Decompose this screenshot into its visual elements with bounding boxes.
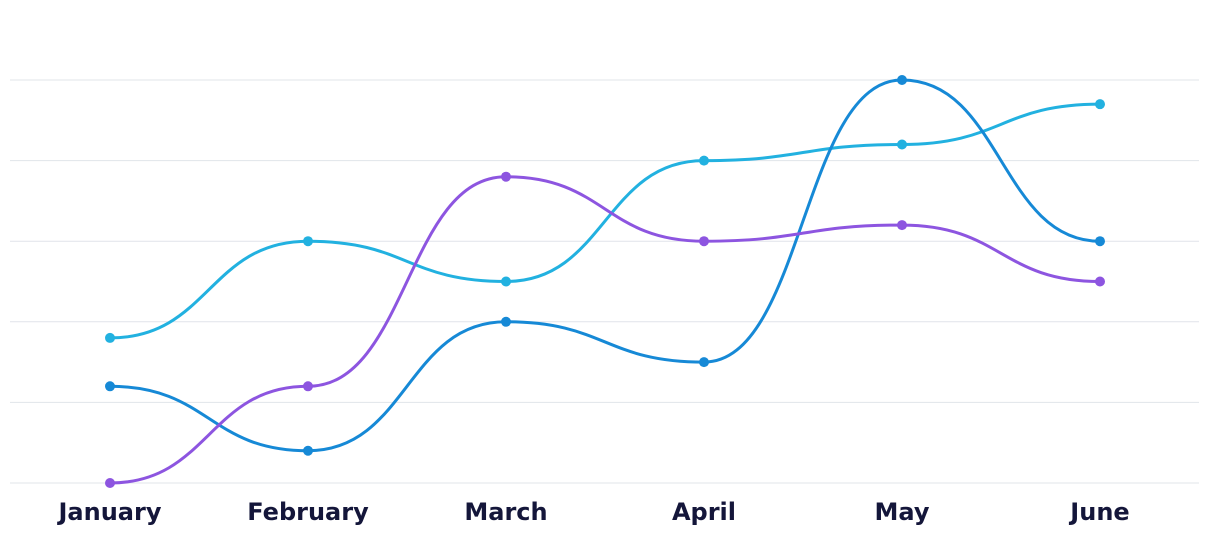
x-tick-label: June: [1068, 498, 1129, 526]
series-line-2: [108, 78, 1102, 453]
data-point-series-3-february: [303, 381, 313, 392]
data-point-series-3-june: [1095, 276, 1105, 287]
data-point-series-3-april: [699, 236, 709, 247]
data-point-series-3-january: [105, 478, 115, 488]
x-tick-label: May: [875, 498, 930, 526]
data-point-series-2-january: [105, 381, 115, 392]
data-point-series-1-february: [303, 236, 313, 247]
data-point-series-1-may: [897, 139, 907, 150]
data-point-series-2-may: [897, 75, 907, 85]
x-axis: January February March April May June: [57, 498, 1130, 526]
series-line-3: [108, 175, 1102, 485]
series-layer: [108, 78, 1102, 485]
data-point-series-1-april: [699, 155, 709, 166]
data-point-series-1-january: [105, 332, 115, 343]
data-point-series-3-may: [897, 220, 907, 231]
data-point-series-1-june: [1095, 99, 1105, 110]
x-tick-label: February: [247, 498, 369, 526]
x-tick-label: March: [464, 498, 547, 526]
series-line-1: [108, 102, 1102, 340]
data-point-series-2-march: [501, 316, 511, 327]
x-tick-label: January: [57, 498, 162, 526]
x-tick-label: April: [672, 498, 736, 526]
grid-layer: [10, 79, 1199, 484]
data-point-series-2-february: [303, 445, 313, 456]
data-point-series-2-june: [1095, 236, 1105, 247]
data-point-series-3-march: [501, 171, 511, 182]
data-point-series-1-march: [501, 276, 511, 287]
data-point-series-2-april: [699, 357, 709, 368]
points-layer: [105, 75, 1105, 488]
